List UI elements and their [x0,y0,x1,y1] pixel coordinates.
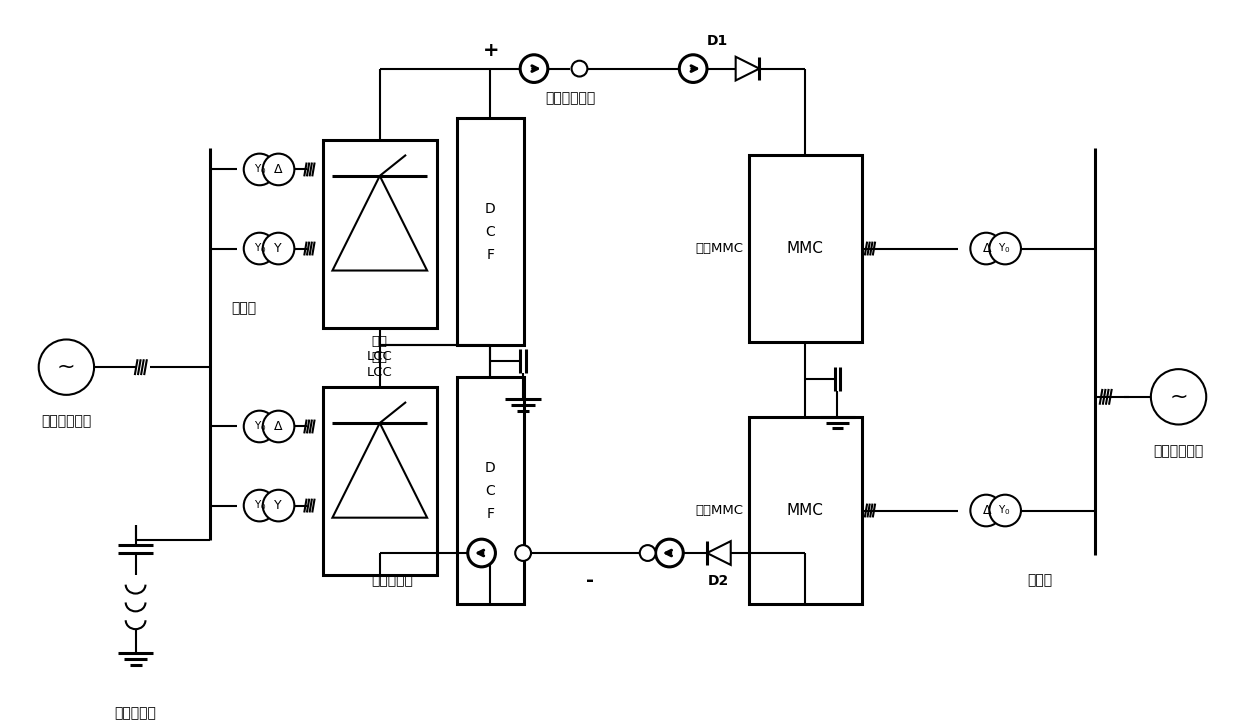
Text: 直流输电线路: 直流输电线路 [546,91,595,105]
Circle shape [572,61,588,77]
Circle shape [640,545,656,561]
Bar [749,155,862,342]
Text: Δ: Δ [982,504,991,517]
Bar [456,118,525,345]
Circle shape [656,539,683,567]
Bar [456,377,525,604]
Text: 受端交流电网: 受端交流电网 [1153,444,1204,458]
Text: 负极
LCC: 负极 LCC [367,351,393,379]
Text: 无源滤波器: 无源滤波器 [114,706,156,720]
Text: Y$_0$: Y$_0$ [254,419,267,433]
Polygon shape [735,57,759,80]
Circle shape [244,411,275,443]
Text: 送端交流电网: 送端交流电网 [41,414,92,429]
Circle shape [244,232,275,264]
Text: D
C
F: D C F [485,202,496,261]
Text: D2: D2 [708,574,729,588]
Circle shape [971,495,1002,526]
Circle shape [38,339,94,395]
Text: ~: ~ [1169,387,1188,406]
Text: MMC: MMC [786,241,823,256]
Text: 平波电抗器: 平波电抗器 [372,574,414,588]
Bar [749,417,862,604]
Circle shape [520,55,548,82]
Circle shape [263,490,294,521]
Polygon shape [332,423,427,518]
Text: Y$_0$: Y$_0$ [254,242,267,256]
Circle shape [244,490,275,521]
Circle shape [244,154,275,186]
Text: Δ: Δ [274,420,283,433]
Text: Y$_0$: Y$_0$ [254,499,267,513]
Circle shape [263,232,294,264]
Text: -: - [587,571,594,590]
Text: 变压器: 变压器 [1028,573,1053,587]
Circle shape [515,545,531,561]
Text: D
C
F: D C F [485,461,496,521]
Text: Δ: Δ [982,242,991,255]
Text: Y$_0$: Y$_0$ [998,504,1011,518]
Circle shape [263,411,294,443]
Text: 负极MMC: 负极MMC [696,504,744,517]
Text: Y$_0$: Y$_0$ [254,162,267,176]
Circle shape [990,495,1021,526]
Text: 变压器: 变压器 [232,301,257,315]
Text: 正极MMC: 正极MMC [696,242,744,255]
Circle shape [990,232,1021,264]
Bar [324,140,438,328]
Text: +: + [484,41,500,61]
Text: Y$_0$: Y$_0$ [998,242,1011,256]
Text: ~: ~ [57,357,76,377]
Circle shape [1151,369,1207,425]
Polygon shape [332,176,427,271]
Bar [324,387,438,575]
Text: 正极
LCC: 正极 LCC [367,336,393,363]
Text: Y: Y [274,499,281,512]
Text: MMC: MMC [786,503,823,518]
Text: D1: D1 [707,34,728,48]
Circle shape [971,232,1002,264]
Circle shape [680,55,707,82]
Polygon shape [707,542,730,565]
Text: Y: Y [274,242,281,255]
Circle shape [263,154,294,186]
Circle shape [467,539,496,567]
Text: Δ: Δ [274,163,283,176]
